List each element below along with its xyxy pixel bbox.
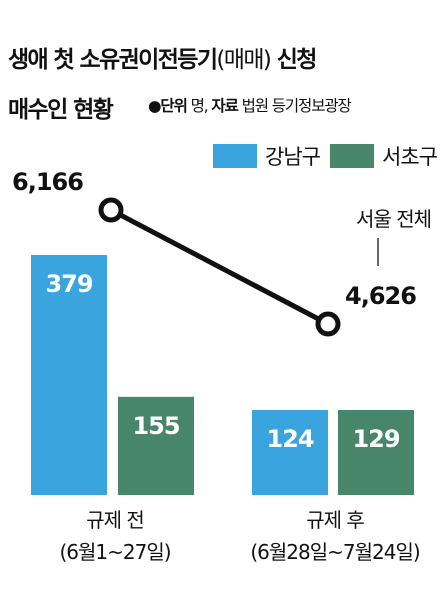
source-value: 법원 등기정보광장 (241, 97, 352, 115)
unit-value: 명, (190, 97, 209, 115)
bar-gangnam-1 (252, 410, 328, 495)
chart-title-line2: 매수인 현황 (8, 97, 114, 123)
title-tail-text: 신청 (276, 47, 318, 73)
legend-swatch-seocho (330, 144, 374, 168)
bar-value-label-gangnam-1: 124 (266, 425, 313, 453)
legend-label-seocho: 서초구 (382, 145, 438, 169)
source-label: 자료 (211, 97, 238, 115)
title-paren-text: (매매) (216, 47, 271, 73)
category-name-before: 규제 전 (86, 508, 145, 532)
bar-seocho-1 (338, 410, 414, 495)
line-series-name-label: 서울 전체 (356, 207, 431, 231)
legend-item-gangnam: 강남구 (213, 144, 321, 169)
category-period-before: (6월1~27일) (59, 540, 171, 564)
title-main-text: 생애 첫 소유권이전등기 (8, 47, 218, 73)
bar-gangnam-0 (31, 255, 107, 495)
bar-seocho-0 (118, 396, 194, 495)
category-label-before: 규제 전 (6월1~27일) (20, 504, 210, 568)
category-name-after: 규제 후 (306, 508, 365, 532)
chart-meta: ●단위 명, 자료 법원 등기정보광장 (148, 94, 352, 116)
bar-value-label-seocho-1: 129 (352, 425, 399, 453)
unit-label: ●단위 (148, 97, 188, 115)
bar-value-label-seocho-0: 155 (132, 412, 179, 440)
category-period-after: (6월28일~7월24일) (250, 540, 420, 564)
chart-title-line1: 생애 첫 소유권이전등기(매매) 신청 (8, 40, 318, 74)
legend-item-seocho: 서초구 (330, 144, 438, 169)
line-value-label-1: 4,626 (345, 282, 416, 310)
line-value-label-0: 6,166 (12, 168, 83, 196)
bar-value-label-gangnam-0: 379 (45, 270, 92, 298)
line-point-seoul-0 (98, 197, 124, 223)
category-label-after: 규제 후 (6월28일~7월24일) (231, 504, 439, 568)
line-point-seoul-1 (315, 311, 341, 337)
legend-label-gangnam: 강남구 (265, 145, 321, 169)
line-seoul-total (109, 207, 330, 327)
legend-swatch-gangnam (213, 144, 257, 168)
